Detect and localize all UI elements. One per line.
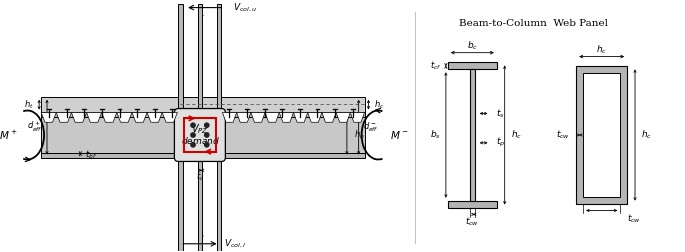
Text: $d_{eff}^+$: $d_{eff}^+$ bbox=[27, 120, 43, 134]
Bar bbox=[41, 112, 178, 117]
Text: $V_{PZ,}$: $V_{PZ,}$ bbox=[191, 122, 210, 138]
Circle shape bbox=[191, 143, 195, 147]
Text: $demand$: $demand$ bbox=[182, 135, 221, 146]
Bar bbox=[576, 66, 627, 204]
Polygon shape bbox=[293, 112, 308, 122]
Bar bbox=[470, 69, 475, 201]
Polygon shape bbox=[308, 112, 322, 122]
Bar bbox=[448, 201, 497, 207]
Text: $M^-$: $M^-$ bbox=[390, 129, 408, 141]
Bar bbox=[198, 4, 202, 251]
Text: Beam-to-Column  Web Panel: Beam-to-Column Web Panel bbox=[458, 19, 608, 28]
Text: $t_s$: $t_s$ bbox=[497, 107, 505, 120]
Text: $h_t$: $h_t$ bbox=[25, 98, 34, 111]
Polygon shape bbox=[117, 112, 132, 122]
Circle shape bbox=[205, 123, 209, 127]
Polygon shape bbox=[236, 112, 251, 122]
Text: $h_b$: $h_b$ bbox=[353, 129, 364, 141]
Polygon shape bbox=[86, 112, 101, 122]
Text: $V_{col,u}$: $V_{col,u}$ bbox=[233, 2, 258, 14]
Text: $t_{cw}$: $t_{cw}$ bbox=[465, 216, 479, 229]
Polygon shape bbox=[56, 112, 71, 122]
Text: $M^+$: $M^+$ bbox=[0, 129, 18, 142]
Polygon shape bbox=[41, 112, 56, 122]
Text: $d_{eff}^-$: $d_{eff}^-$ bbox=[362, 120, 378, 134]
Text: $h_c$: $h_c$ bbox=[596, 44, 608, 56]
Text: $t_{cw}$: $t_{cw}$ bbox=[556, 129, 571, 141]
Text: $h_c$: $h_c$ bbox=[510, 129, 522, 141]
Bar bbox=[216, 4, 221, 251]
Polygon shape bbox=[223, 112, 236, 122]
Text: $t_p$: $t_p$ bbox=[497, 136, 506, 149]
Bar bbox=[41, 97, 364, 112]
Text: $b_s$: $b_s$ bbox=[430, 129, 441, 141]
Text: $t_c$: $t_c$ bbox=[196, 171, 204, 183]
Polygon shape bbox=[71, 112, 86, 122]
Bar bbox=[583, 73, 621, 197]
Text: $t_{cw}$: $t_{cw}$ bbox=[627, 212, 641, 225]
Bar bbox=[41, 153, 178, 158]
Text: $t_{cf}$: $t_{cf}$ bbox=[429, 60, 441, 72]
Text: $h_c$: $h_c$ bbox=[374, 98, 385, 111]
Bar bbox=[221, 117, 364, 153]
Polygon shape bbox=[265, 112, 279, 122]
Circle shape bbox=[205, 133, 209, 137]
Polygon shape bbox=[336, 112, 350, 122]
Polygon shape bbox=[147, 112, 162, 122]
Circle shape bbox=[191, 123, 195, 127]
Polygon shape bbox=[251, 112, 265, 122]
Bar bbox=[448, 62, 497, 69]
Polygon shape bbox=[162, 112, 177, 122]
Polygon shape bbox=[322, 112, 336, 122]
Bar bbox=[178, 4, 183, 251]
Bar bbox=[184, 118, 216, 152]
Text: $b_c$: $b_c$ bbox=[466, 40, 478, 52]
Text: $h_c$: $h_c$ bbox=[641, 129, 652, 141]
Polygon shape bbox=[279, 112, 293, 122]
Circle shape bbox=[205, 143, 209, 147]
Bar bbox=[221, 153, 364, 158]
Bar bbox=[221, 112, 364, 117]
FancyBboxPatch shape bbox=[175, 109, 225, 162]
Polygon shape bbox=[101, 112, 117, 122]
Circle shape bbox=[191, 133, 195, 137]
Bar bbox=[41, 117, 178, 153]
Text: $t_{bf}$: $t_{bf}$ bbox=[85, 149, 97, 161]
Text: $V_{col,l}$: $V_{col,l}$ bbox=[225, 238, 247, 250]
Polygon shape bbox=[132, 112, 147, 122]
Polygon shape bbox=[350, 112, 364, 122]
